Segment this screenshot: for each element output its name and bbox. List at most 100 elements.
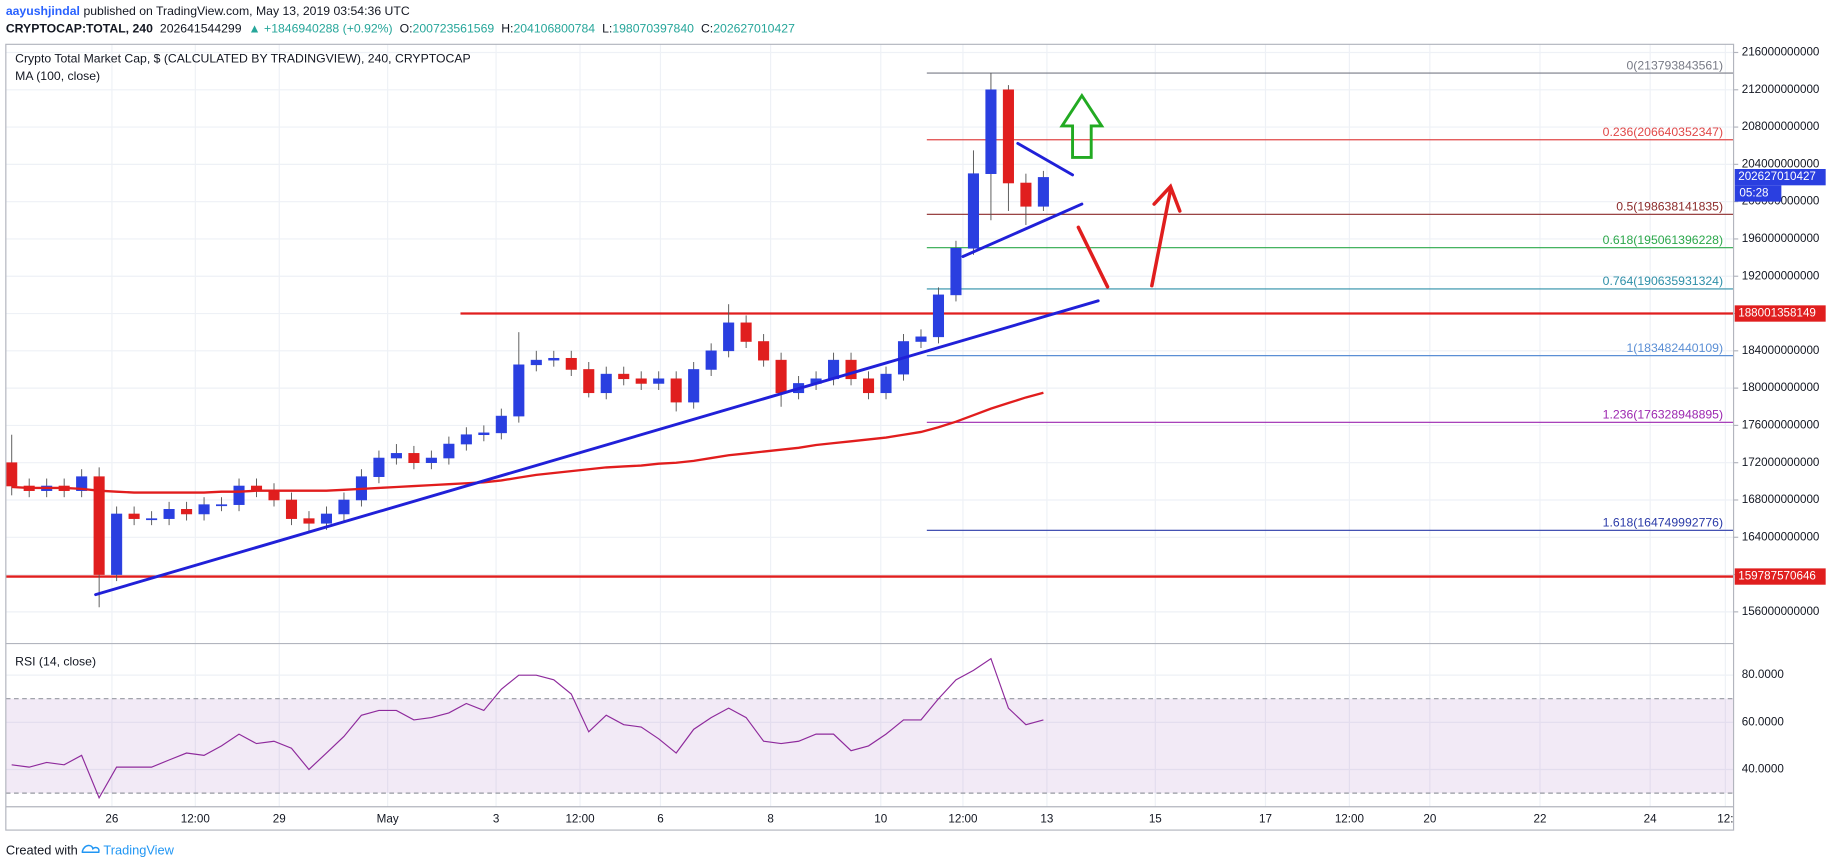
- candle-body: [443, 443, 455, 459]
- price-tag: [1734, 568, 1826, 585]
- candle-body: [338, 499, 350, 515]
- series-line: [11, 391, 1044, 494]
- ohlc-key: H:: [501, 21, 513, 35]
- candle-body: [775, 359, 787, 394]
- y-tick-label: 212000000000: [1742, 83, 1820, 96]
- candle-body: [635, 378, 647, 384]
- candle-body: [880, 373, 892, 394]
- fib-label: 0(213793843561): [1626, 58, 1723, 72]
- candle-body: [600, 373, 612, 394]
- candle-body: [128, 513, 140, 519]
- candle-body: [565, 357, 577, 370]
- candle-body: [181, 509, 193, 515]
- last-price-label: 202627010427: [1738, 170, 1816, 183]
- footer-text: Created with: [6, 842, 78, 857]
- down-arrow: [1076, 225, 1110, 289]
- candle-body: [1037, 177, 1049, 207]
- ma-legend: MA (100, close): [15, 69, 100, 83]
- candle-body: [688, 369, 700, 403]
- candle-body: [862, 378, 875, 394]
- x-tick-label: 20: [1423, 813, 1436, 826]
- x-tick-label: 8: [767, 813, 773, 826]
- candle-body: [198, 504, 210, 515]
- candle-body: [285, 499, 298, 519]
- y-tick-label: 164000000000: [1742, 530, 1820, 543]
- fib-label: 0.236(206640352347): [1603, 125, 1723, 139]
- candle-body: [548, 357, 560, 361]
- x-tick-label: 12:00: [565, 813, 595, 826]
- ohlc-key: C:: [701, 21, 713, 35]
- candle-body: [1002, 89, 1014, 184]
- candle-body: [530, 359, 542, 366]
- candle-body: [653, 378, 665, 384]
- x-tick-label: 17: [1259, 813, 1272, 826]
- candle-body: [705, 350, 717, 370]
- y-tick-label: 216000000000: [1742, 46, 1820, 59]
- candle-body: [670, 378, 682, 403]
- last-price-tag: [1734, 168, 1826, 186]
- y-tick-label: 60.0000: [1742, 715, 1785, 728]
- x-tick-label: 6: [657, 813, 663, 826]
- candle-body: [93, 476, 105, 575]
- annotations: [94, 92, 1182, 597]
- up-arrow: [1150, 188, 1173, 288]
- fib-label: 1(183482440109): [1626, 341, 1723, 355]
- y-tick-label: 80.0000: [1742, 668, 1785, 681]
- candle-body: [495, 415, 507, 434]
- y-tick-label: 168000000000: [1742, 493, 1820, 506]
- series-line: [11, 657, 1044, 800]
- candle-body: [460, 434, 472, 445]
- x-tick-label: 12:00: [948, 813, 978, 826]
- y-tick-label: 180000000000: [1742, 381, 1820, 394]
- x-tick-label: 10: [874, 813, 887, 826]
- y-tick-label: 204000000000: [1742, 157, 1820, 170]
- price-tag-label: 159787570646: [1738, 570, 1816, 583]
- marks: [5, 72, 1734, 800]
- price-tag-label: 188001358149: [1738, 307, 1816, 320]
- x-tick-label: 22: [1534, 813, 1547, 826]
- candle-body: [618, 373, 630, 380]
- pane-border: [5, 43, 1735, 831]
- trend-line: [94, 299, 1100, 597]
- candle-body: [1020, 182, 1032, 207]
- y-tick-label: 184000000000: [1742, 344, 1820, 357]
- x-tick-label: 13: [1040, 813, 1053, 826]
- fib-label: 0.764(190635931324): [1603, 274, 1723, 288]
- candle-body: [967, 173, 979, 249]
- footer-brand[interactable]: TradingView: [103, 842, 174, 857]
- candle-body: [478, 432, 490, 436]
- price-tag: [1734, 305, 1826, 322]
- y-tick-label: 192000000000: [1742, 269, 1820, 282]
- x-tick-label: 3: [493, 813, 499, 826]
- trend-line: [1016, 141, 1075, 177]
- candle-body: [845, 359, 857, 380]
- candle-body: [390, 453, 402, 459]
- ohlc-value: 200723561569: [413, 21, 495, 35]
- candle-body: [373, 457, 385, 477]
- candle-body: [163, 509, 175, 519]
- candle-body: [303, 518, 315, 524]
- rsi-legend: RSI (14, close): [15, 654, 96, 668]
- candle-body: [268, 490, 280, 501]
- candle-body: [320, 513, 333, 524]
- x-tick-label: 12:: [1717, 813, 1733, 826]
- candle-body: [950, 247, 962, 296]
- candle-body: [932, 294, 945, 338]
- x-tick-label: May: [377, 813, 399, 826]
- candle-body: [76, 476, 88, 491]
- countdown-tag: [1734, 185, 1782, 202]
- ohlc-key: O:: [400, 21, 413, 35]
- arrow-head: [1152, 183, 1182, 213]
- candle-body: [233, 485, 245, 505]
- y-tick-label: 156000000000: [1742, 605, 1820, 618]
- candle-body: [216, 504, 228, 507]
- x-tick-label: 29: [273, 813, 286, 826]
- countdown-label: 05:28: [1739, 187, 1768, 200]
- fib-label: 0.618(195061396228): [1603, 233, 1723, 247]
- ohlc-value: 204106800784: [513, 21, 595, 35]
- candle-body: [513, 364, 525, 417]
- candle-body: [915, 336, 927, 342]
- change: ▲ +1846940288 (+0.92%): [249, 21, 393, 35]
- symbol: CRYPTOCAP:TOTAL, 240: [6, 21, 153, 35]
